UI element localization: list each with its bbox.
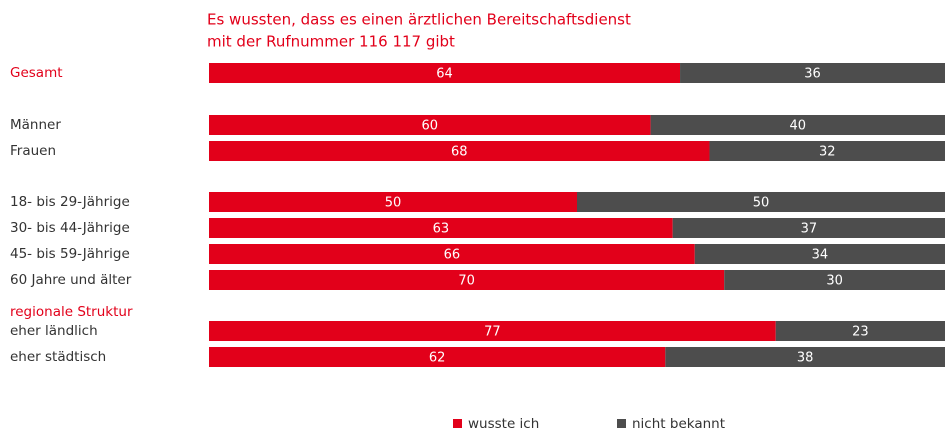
bar-segment bbox=[724, 270, 945, 290]
bar-segment bbox=[577, 192, 945, 212]
value-label: 63 bbox=[433, 222, 450, 237]
value-label: 36 bbox=[804, 67, 821, 82]
bar-segment bbox=[209, 115, 651, 135]
bar-segment bbox=[775, 321, 945, 341]
bar-segment bbox=[209, 244, 695, 264]
value-label: 34 bbox=[812, 248, 829, 263]
value-label: 68 bbox=[451, 145, 468, 160]
bar-segment bbox=[209, 141, 710, 161]
value-label: 50 bbox=[385, 196, 402, 211]
legend-label: nicht bekannt bbox=[632, 416, 725, 432]
category-label: Gesamt bbox=[10, 65, 63, 81]
legend-label: wusste ich bbox=[468, 416, 539, 432]
value-label: 60 bbox=[422, 119, 439, 134]
bar-segment bbox=[694, 244, 945, 264]
bar-segment bbox=[680, 63, 945, 83]
value-label: 62 bbox=[429, 351, 446, 366]
category-label: 45- bis 59-Jährige bbox=[10, 246, 130, 262]
bar-segment bbox=[209, 218, 673, 238]
value-label: 37 bbox=[801, 222, 818, 237]
value-label: 40 bbox=[790, 119, 807, 134]
value-label: 50 bbox=[753, 196, 770, 211]
category-label: 30- bis 44-Jährige bbox=[10, 220, 130, 236]
value-label: 23 bbox=[852, 325, 869, 340]
section-label: regionale Struktur bbox=[10, 304, 133, 320]
category-label: Männer bbox=[10, 117, 61, 133]
category-label: eher ländlich bbox=[10, 323, 98, 339]
value-label: 66 bbox=[444, 248, 461, 263]
value-label: 64 bbox=[436, 67, 453, 82]
bar-segment bbox=[209, 347, 666, 367]
value-label: 30 bbox=[826, 274, 843, 289]
bar-segment bbox=[209, 270, 725, 290]
bar-segment bbox=[665, 347, 945, 367]
bar-segment bbox=[672, 218, 945, 238]
category-label: 60 Jahre und älter bbox=[10, 272, 132, 288]
value-label: 70 bbox=[458, 274, 475, 289]
chart-title: Es wussten, dass es einen ärztlichen Ber… bbox=[207, 11, 631, 29]
bar-segment bbox=[709, 141, 945, 161]
bar-segment bbox=[209, 63, 681, 83]
bar-segment bbox=[209, 321, 776, 341]
category-label: eher städtisch bbox=[10, 349, 106, 365]
bar-segment bbox=[209, 192, 577, 212]
chart-title: mit der Rufnummer 116 117 gibt bbox=[207, 33, 455, 51]
legend-swatch bbox=[617, 419, 626, 428]
category-label: Frauen bbox=[10, 143, 56, 159]
category-label: 18- bis 29-Jährige bbox=[10, 194, 130, 210]
legend-swatch bbox=[453, 419, 462, 428]
bar-segment bbox=[650, 115, 945, 135]
value-label: 38 bbox=[797, 351, 814, 366]
value-label: 32 bbox=[819, 145, 836, 160]
value-label: 77 bbox=[484, 325, 501, 340]
